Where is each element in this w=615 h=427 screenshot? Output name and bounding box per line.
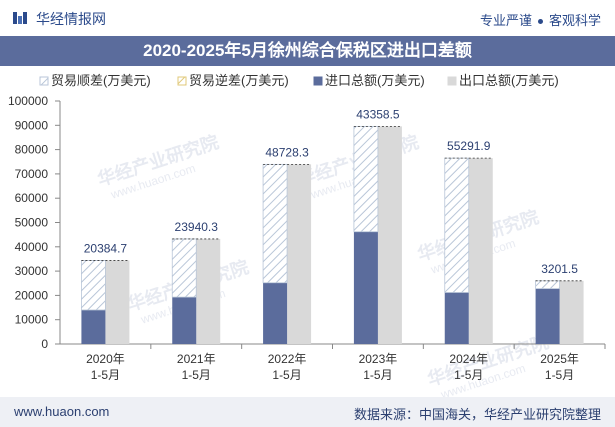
bar-import [353,231,378,344]
bar-export [196,238,221,344]
legend-swatch-3 [447,76,457,86]
legend-swatch-0 [39,76,49,86]
bar-import [172,297,197,344]
data-label: 43358.5 [356,107,400,121]
x-category-label: 2023年 [359,352,398,366]
legend-label-0: 贸易顺差(万美元) [51,73,151,88]
chart-title: 2020-2025年5月徐州综合保税区进出口差额 [143,41,472,60]
bar-import [263,282,288,344]
title-bar [0,36,615,66]
x-category-label: 2022年 [268,352,307,366]
y-tick-label: 10000 [15,313,49,327]
y-tick-label: 0 [41,337,48,351]
footer-website[interactable]: www.huaon.com [14,404,110,419]
x-category-label: 1-5月 [363,368,392,382]
y-tick-label: 50000 [15,216,49,230]
x-category-label: 1-5月 [91,368,120,382]
bar-trade-surplus [444,157,470,293]
bar-trade-surplus [171,238,197,298]
legend-swatch-2 [313,76,323,86]
x-category-label: 1-5月 [454,368,483,382]
y-tick-label: 60000 [15,191,49,205]
legend-label-3: 出口总额(万美元) [459,73,559,88]
tagline-left: 专业严谨 [479,13,532,28]
y-tick-label: 20000 [15,288,49,302]
bar-import [535,288,560,344]
bar-trade-surplus [262,163,288,284]
legend-swatch-1 [177,76,187,86]
bar-trade-surplus [353,125,379,233]
y-tick-label: 40000 [15,240,49,254]
y-tick-label: 90000 [15,118,49,132]
y-tick-label: 30000 [15,264,49,278]
bar-export [377,126,402,344]
logo-icon [13,12,27,24]
legend: 贸易顺差(万美元) 贸易逆差(万美元) 进口总额(万美元) 出口总额(万美元) [39,73,559,88]
data-label: 3201.5 [541,262,578,276]
tagline: 专业严谨 客观科学 [480,10,601,29]
bar-trade-surplus [535,280,560,289]
tagline-right: 客观科学 [548,13,601,28]
data-labels: 20384.7 23940.3 48728.3 43358.5 55291.9 3201.… [84,107,579,275]
x-category-label: 1-5月 [182,368,211,382]
bar-export [468,158,493,344]
y-tick-label: 80000 [15,143,49,157]
x-category-label: 2020年 [86,352,125,366]
bar-export [559,280,584,344]
x-category-label: 2021年 [177,352,216,366]
brand-name: 华经情报网 [36,11,106,27]
footer-source: 数据来源：中国海关，华经产业研究院整理 [353,407,601,422]
bar-import [444,292,469,344]
bar-import [81,309,106,344]
data-label: 48728.3 [265,145,309,159]
top-bar: 华经情报网 专业严谨 客观科学 [0,0,615,36]
tagline-dot [537,19,543,25]
data-label: 20384.7 [84,241,128,255]
footer-bar [0,397,615,427]
y-tick-label: 100000 [8,94,48,108]
y-tick-label: 70000 [15,167,49,181]
x-category-label: 1-5月 [272,368,301,382]
chart: 贸易顺差(万美元) 贸易逆差(万美元) 进口总额(万美元) 出口总额(万美元) 华经产… [8,73,606,397]
x-category-label: 2024年 [449,352,488,366]
data-label: 23940.3 [175,220,219,234]
data-label: 55291.9 [447,139,491,153]
x-category-label: 1-5月 [545,368,574,382]
bar-trade-surplus [81,260,106,311]
axes: 0 10000 20000 30000 40000 50000 60000 70000 8000… [8,94,606,382]
x-category-label: 2025年 [540,352,579,366]
bars [81,125,584,344]
bar-export [287,164,312,344]
bar-export [105,260,130,344]
legend-label-1: 贸易逆差(万美元) [189,73,289,88]
legend-label-2: 进口总额(万美元) [325,73,425,88]
